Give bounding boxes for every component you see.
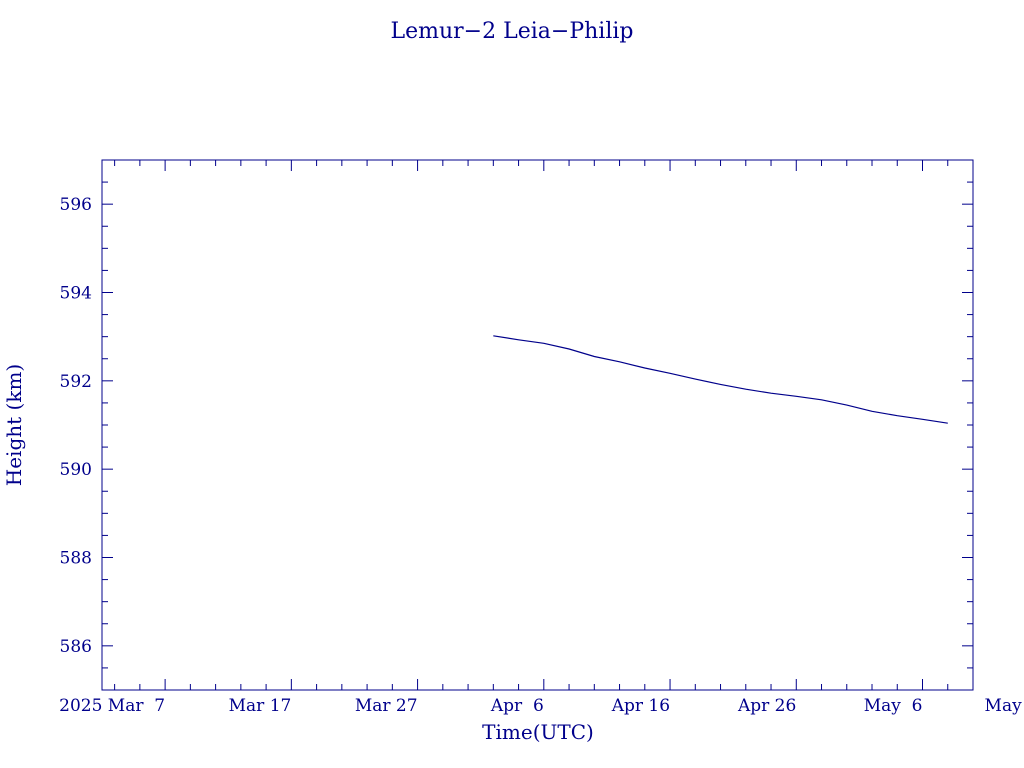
x-tick-label: Mar 17	[229, 696, 292, 716]
x-tick-label: 2025 Mar 7	[59, 696, 165, 716]
plot-frame	[101, 159, 974, 691]
x-axis-tick-labels: 2025 Mar 7 Mar 17 Mar 27 Apr 6 Apr 16 Apr 26 M…	[59, 696, 1024, 716]
x-tick-label: Apr 26	[737, 696, 796, 716]
x-tick-label: May 16	[985, 696, 1024, 716]
y-axis-tick-labels: 586 588 590 592 594 596	[60, 195, 92, 657]
x-axis-ticks	[114, 160, 974, 690]
chart-title: Lemur−2 Leia−Philip	[391, 19, 634, 44]
y-axis-label: Height (km)	[2, 364, 26, 486]
y-axis-ticks	[102, 159, 973, 691]
x-axis-label: Time(UTC)	[482, 720, 594, 744]
y-tick-label: 592	[60, 372, 92, 392]
y-tick-label: 596	[60, 195, 92, 215]
y-tick-label: 588	[60, 549, 92, 569]
y-tick-label: 590	[60, 460, 92, 480]
series-line	[493, 335, 948, 424]
x-tick-label: Apr 6	[490, 696, 544, 716]
x-tick-label: Apr 16	[611, 696, 670, 716]
x-tick-label: Mar 27	[355, 696, 418, 716]
x-tick-label: May 6	[864, 696, 923, 716]
y-tick-label: 594	[60, 284, 92, 304]
y-tick-label: 586	[60, 637, 92, 657]
